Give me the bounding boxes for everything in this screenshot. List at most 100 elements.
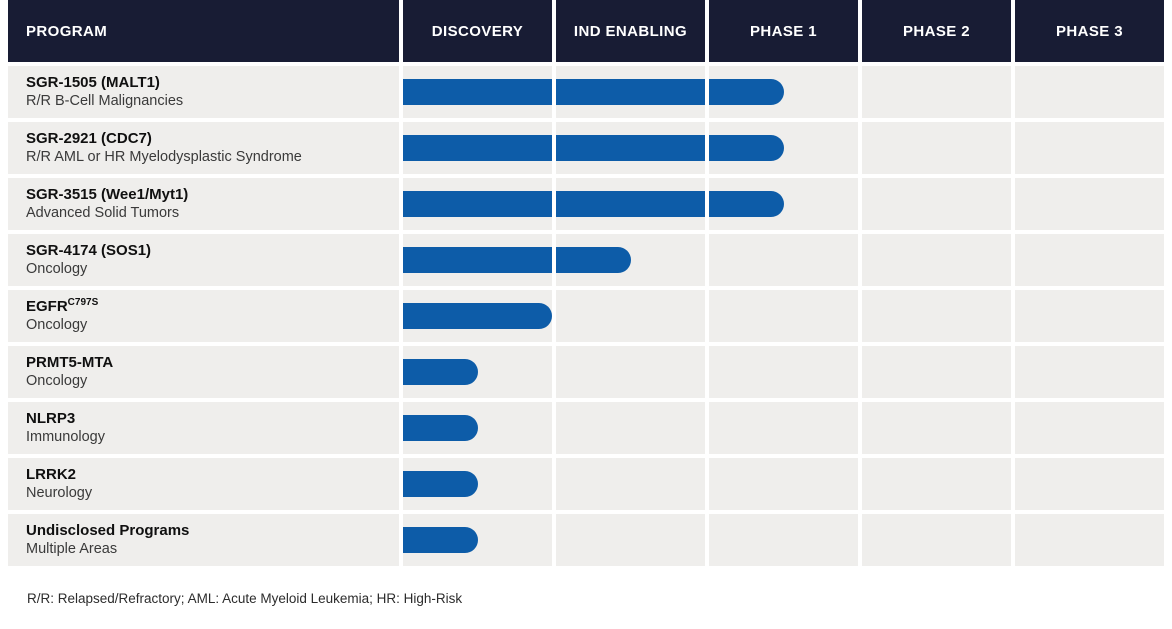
program-indication: Multiple Areas [26, 541, 118, 557]
cell-ind-enabling [556, 514, 705, 566]
pipeline-row: SGR-1505 (MALT1) R/R B-Cell Malignancies [8, 66, 1164, 118]
pipeline-row: NLRP3 Immunology [8, 402, 1164, 454]
column-separator [858, 458, 862, 510]
column-header-phase-3: PHASE 3 [1015, 0, 1164, 62]
program-indication: Oncology [26, 373, 88, 389]
progress-bar [403, 79, 784, 105]
program-cell: SGR-1505 (MALT1) R/R B-Cell Malignancies [8, 66, 399, 118]
program-name-text: SGR-3515 (Wee1/Myt1) [26, 186, 189, 203]
column-separator [1011, 234, 1015, 286]
table-header: PROGRAM DISCOVERY IND ENABLING PHASE 1 P… [8, 0, 1164, 62]
cell-phase-3 [1015, 514, 1164, 566]
column-separator [1011, 402, 1015, 454]
column-header-phase-1: PHASE 1 [709, 0, 858, 62]
column-header-program: PROGRAM [8, 0, 399, 62]
program-name-text: SGR-4174 (SOS1) [26, 242, 152, 259]
program-name-text: Undisclosed Programs [26, 522, 190, 539]
cell-ind-enabling [556, 402, 705, 454]
column-separator [1011, 346, 1015, 398]
column-separator [1011, 290, 1015, 342]
program-indication: Advanced Solid Tumors [26, 205, 180, 221]
cell-phase-2 [862, 66, 1011, 118]
cell-phase-2 [862, 458, 1011, 510]
column-separator [1011, 178, 1015, 230]
program-cell: NLRP3 Immunology [8, 402, 399, 454]
column-separator [552, 402, 556, 454]
cell-phase-3 [1015, 122, 1164, 174]
progress-bar [403, 191, 784, 217]
program-name-text: PRMT5-MTA [26, 354, 114, 371]
cell-phase-1 [709, 346, 858, 398]
program-name: SGR-2921 (CDC7) [26, 129, 399, 148]
column-header-phase-2: PHASE 2 [862, 0, 1011, 62]
column-separator [705, 178, 709, 230]
program-name: SGR-3515 (Wee1/Myt1) [26, 185, 399, 204]
cell-phase-3 [1015, 234, 1164, 286]
program-name-text: EGFR [26, 298, 68, 315]
pipeline-row: LRRK2 Neurology [8, 458, 1164, 510]
program-name-text: SGR-2921 (CDC7) [26, 130, 152, 147]
column-separator [858, 122, 862, 174]
program-name-superscript: C797S [67, 297, 99, 308]
column-separator [552, 458, 556, 510]
cell-phase-2 [862, 122, 1011, 174]
column-separator [1011, 458, 1015, 510]
program-indication: Oncology [26, 261, 88, 277]
column-separator [858, 234, 862, 286]
program-name-text: LRRK2 [26, 466, 77, 483]
progress-bar [403, 527, 478, 553]
cell-phase-1 [709, 402, 858, 454]
column-separator [552, 234, 556, 286]
column-separator [552, 122, 556, 174]
column-separator [705, 458, 709, 510]
cell-ind-enabling [556, 458, 705, 510]
cell-phase-2 [862, 402, 1011, 454]
column-separator [858, 178, 862, 230]
program-indication: R/R B-Cell Malignancies [26, 93, 184, 109]
pipeline-row: SGR-2921 (CDC7) R/R AML or HR Myelodyspla… [8, 122, 1164, 174]
program-indication: R/R AML or HR Myelodysplastic Syndrome [26, 149, 302, 165]
column-separator [858, 290, 862, 342]
program-name: EGFRC797S [26, 297, 399, 316]
column-separator [705, 122, 709, 174]
column-header-discovery: DISCOVERY [403, 0, 552, 62]
program-name-text: SGR-1505 (MALT1) [26, 74, 160, 91]
program-name: SGR-1505 (MALT1) [26, 73, 399, 92]
column-separator [552, 66, 556, 118]
cell-phase-2 [862, 234, 1011, 286]
program-cell: LRRK2 Neurology [8, 458, 399, 510]
column-separator [858, 346, 862, 398]
program-cell: PRMT5-MTA Oncology [8, 346, 399, 398]
program-indication: Immunology [26, 429, 105, 445]
cell-phase-3 [1015, 346, 1164, 398]
cell-phase-2 [862, 346, 1011, 398]
pipeline-row: SGR-3515 (Wee1/Myt1) Advanced Solid Tumor… [8, 178, 1164, 230]
cell-ind-enabling [556, 290, 705, 342]
progress-bar [403, 359, 478, 385]
program-cell: SGR-3515 (Wee1/Myt1) Advanced Solid Tumor… [8, 178, 399, 230]
column-separator [705, 514, 709, 566]
program-name-text: NLRP3 [26, 410, 76, 427]
cell-phase-2 [862, 290, 1011, 342]
program-cell: Undisclosed Programs Multiple Areas [8, 514, 399, 566]
progress-bar [403, 471, 478, 497]
pipeline-row: PRMT5-MTA Oncology [8, 346, 1164, 398]
program-cell: SGR-2921 (CDC7) R/R AML or HR Myelodyspla… [8, 122, 399, 174]
cell-phase-1 [709, 514, 858, 566]
cell-phase-2 [862, 514, 1011, 566]
pipeline-row: EGFRC797S Oncology [8, 290, 1164, 342]
program-indication: Neurology [26, 485, 93, 501]
progress-bar [403, 135, 784, 161]
program-name: PRMT5-MTA [26, 353, 399, 372]
column-separator [552, 346, 556, 398]
column-separator [858, 66, 862, 118]
cell-ind-enabling [556, 346, 705, 398]
column-separator [858, 514, 862, 566]
cell-phase-1 [709, 234, 858, 286]
column-separator [552, 178, 556, 230]
column-separator [705, 346, 709, 398]
progress-bar [403, 415, 478, 441]
footnote: R/R: Relapsed/Refractory; AML: Acute Mye… [27, 591, 463, 606]
column-separator [705, 234, 709, 286]
